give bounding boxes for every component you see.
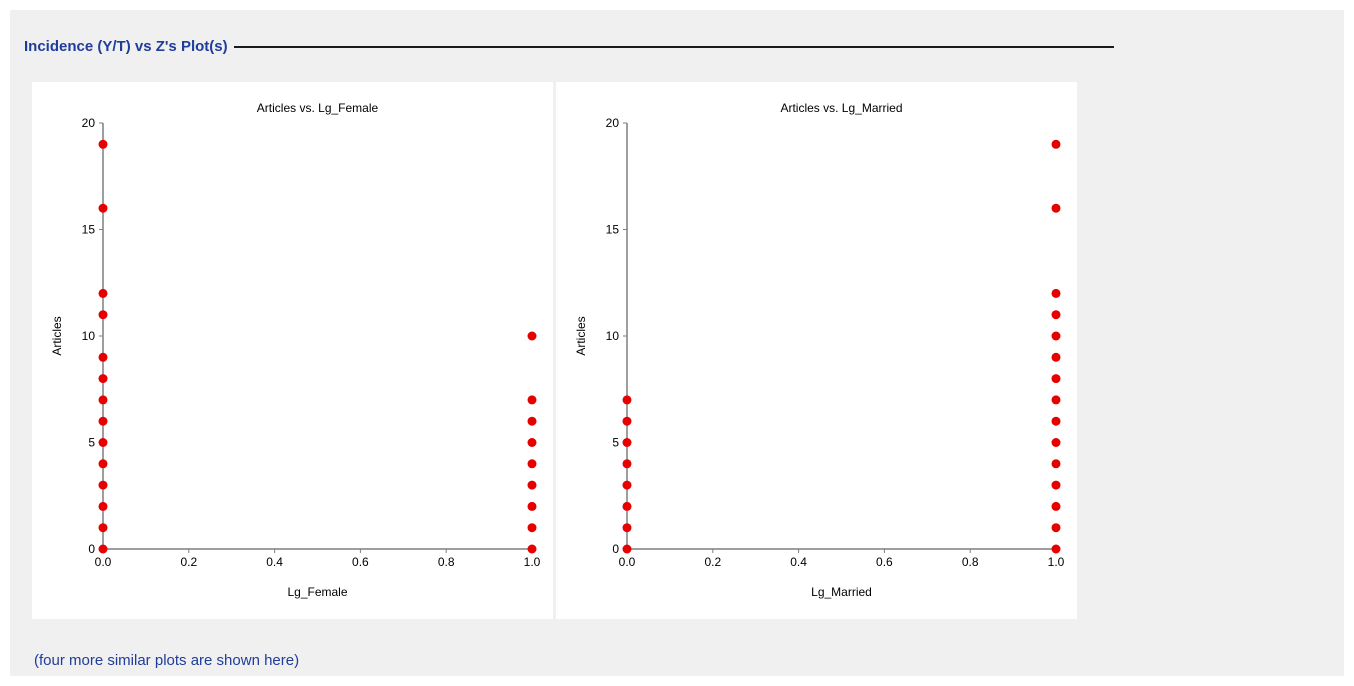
- data-point: [98, 459, 108, 469]
- data-point: [1051, 395, 1061, 405]
- x-axis-label: Lg_Female: [287, 585, 347, 599]
- data-point: [98, 395, 108, 405]
- x-tick-label: 1.0: [1048, 555, 1065, 569]
- data-point: [527, 544, 537, 554]
- data-point: [527, 416, 537, 426]
- section-divider: [233, 45, 1114, 48]
- data-point: [98, 288, 108, 298]
- data-point: [1051, 416, 1061, 426]
- data-point: [527, 480, 537, 490]
- x-tick-label: 0.8: [438, 555, 455, 569]
- data-point: [98, 544, 108, 554]
- data-point: [527, 395, 537, 405]
- chart-title: Articles vs. Lg_Female: [257, 101, 379, 115]
- data-point: [527, 523, 537, 533]
- y-tick-label: 10: [82, 329, 96, 343]
- data-point: [527, 438, 537, 447]
- data-point: [98, 480, 108, 490]
- y-tick-label: 15: [82, 223, 96, 237]
- data-point: [622, 544, 632, 554]
- data-point: [527, 501, 537, 511]
- data-point: [1051, 310, 1061, 320]
- data-point: [1051, 544, 1061, 554]
- data-point: [622, 459, 632, 469]
- data-point: [1051, 374, 1061, 384]
- data-point: [622, 501, 632, 511]
- scatter-plot-svg: Articles vs. Lg_Married 0 5 10 15 20 0.0 0.2 0.4…: [574, 101, 1065, 599]
- data-point: [98, 501, 108, 511]
- chart-articles-vs-lg-married: Articles vs. Lg_Married 0 5 10 15 20 0.0 0.2 0.4…: [556, 82, 1077, 619]
- x-tick-label: 0.2: [704, 555, 721, 569]
- y-tick-label: 20: [606, 116, 620, 130]
- data-point: [98, 374, 108, 384]
- y-tick-label: 20: [82, 116, 96, 130]
- y-axis-label: Articles: [50, 316, 64, 355]
- data-point: [1051, 501, 1061, 511]
- scatter-plot-svg: Articles vs. Lg_Female 0 5 10 15 20 0.0 0.2 0.4 0…: [50, 101, 541, 599]
- data-point: [1051, 523, 1061, 533]
- data-point: [98, 352, 108, 362]
- data-point: [1051, 203, 1061, 213]
- data-point: [1051, 352, 1061, 362]
- y-tick-label: 10: [606, 329, 620, 343]
- x-tick-label: 0.2: [180, 555, 197, 569]
- y-tick-label: 15: [606, 223, 620, 237]
- data-point: [1051, 288, 1061, 298]
- data-point: [1051, 139, 1061, 149]
- x-tick-label: 0.0: [95, 555, 112, 569]
- data-point: [1051, 331, 1061, 341]
- y-tick-label: 0: [88, 542, 95, 556]
- section-header: Incidence (Y/T) vs Z's Plot(s): [24, 36, 1114, 56]
- data-point: [622, 523, 632, 533]
- data-point: [622, 416, 632, 426]
- data-point: [98, 139, 108, 149]
- section-title: Incidence (Y/T) vs Z's Plot(s): [24, 37, 228, 55]
- data-point: [98, 310, 108, 320]
- data-point: [1051, 480, 1061, 490]
- plots-note: (four more similar plots are shown here): [34, 652, 300, 669]
- x-axis-label: Lg_Married: [811, 585, 872, 599]
- y-tick-label: 5: [612, 436, 619, 450]
- x-tick-label: 0.0: [619, 555, 636, 569]
- data-point: [622, 480, 632, 490]
- data-point: [622, 438, 632, 447]
- x-tick-label: 0.8: [962, 555, 979, 569]
- chart-title: Articles vs. Lg_Married: [780, 101, 902, 115]
- x-tick-label: 0.6: [352, 555, 369, 569]
- x-tick-label: 0.6: [876, 555, 893, 569]
- y-axis-label: Articles: [574, 316, 588, 355]
- chart-articles-vs-lg-female: Articles vs. Lg_Female 0 5 10 15 20 0.0 0.2 0.4 0…: [32, 82, 553, 619]
- x-tick-label: 0.4: [266, 555, 283, 569]
- x-tick-label: 0.4: [790, 555, 807, 569]
- data-point: [98, 416, 108, 426]
- y-tick-label: 0: [612, 542, 619, 556]
- data-point: [98, 203, 108, 213]
- data-point: [98, 438, 108, 447]
- y-tick-label: 5: [88, 436, 95, 450]
- data-point: [98, 523, 108, 533]
- data-point: [527, 459, 537, 469]
- data-point: [622, 395, 632, 405]
- data-point: [1051, 459, 1061, 469]
- x-tick-label: 1.0: [524, 555, 541, 569]
- data-point: [1051, 438, 1061, 447]
- data-point: [527, 331, 537, 341]
